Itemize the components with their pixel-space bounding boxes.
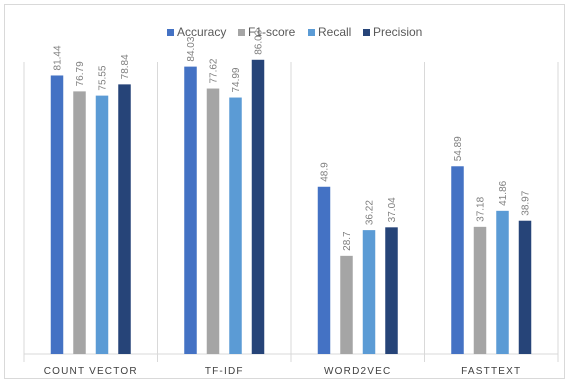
data-label-word2vec-accuracy: 48.9 — [320, 162, 331, 182]
data-label-count-vector-f1-score: 76.79 — [75, 61, 86, 86]
bar-word2vec-recall — [362, 230, 376, 354]
legend-label-recall: Recall — [318, 25, 351, 39]
bar-fasttext-recall — [496, 210, 509, 354]
data-label-fasttext-recall: 41.86 — [498, 180, 509, 205]
bar-tf-idf-f1-score — [206, 88, 220, 354]
data-label-word2vec-f1-score: 28.7 — [342, 231, 353, 251]
data-label-count-vector-accuracy: 81.44 — [53, 45, 64, 70]
bar-fasttext-precision — [518, 220, 532, 354]
data-label-fasttext-accuracy: 54.89 — [453, 136, 464, 161]
data-label-tf-idf-precision: 86.03 — [254, 29, 265, 54]
bar-count-vector-accuracy — [50, 75, 64, 355]
legend-swatch-accuracy — [167, 29, 174, 36]
bar-count-vector-recall — [95, 95, 109, 354]
bar-count-vector-precision — [118, 84, 131, 355]
bar-word2vec-f1-score — [340, 255, 353, 354]
bar-word2vec-precision — [385, 227, 398, 354]
bar-tf-idf-accuracy — [184, 66, 197, 354]
bar-fasttext-f1-score — [473, 226, 487, 354]
legend-swatch-f1-score — [238, 29, 245, 36]
legend-label-accuracy: Accuracy — [177, 25, 226, 39]
legend-label-f1-score: F1-score — [248, 25, 296, 39]
data-label-count-vector-recall: 75.55 — [98, 65, 109, 90]
x-tick-label-count-vector: COUNT VECTOR — [44, 366, 138, 377]
legend-swatch-recall — [308, 29, 315, 36]
bar-tf-idf-precision — [251, 59, 265, 354]
x-tick-label-fasttext: FASTTEXT — [461, 366, 521, 377]
bar-count-vector-f1-score — [73, 91, 86, 354]
legend-swatch-precision — [363, 29, 370, 36]
bar-tf-idf-recall — [229, 97, 242, 354]
data-label-tf-idf-accuracy: 84.03 — [186, 36, 197, 61]
data-label-word2vec-precision: 37.04 — [387, 197, 398, 222]
data-label-fasttext-f1-score: 37.18 — [476, 196, 487, 221]
data-label-tf-idf-recall: 74.99 — [231, 67, 242, 92]
x-tick-label-tf-idf: TF-IDF — [205, 366, 244, 377]
x-tick-label-word2vec: WORD2VEC — [324, 366, 391, 377]
data-label-fasttext-precision: 38.97 — [521, 190, 532, 215]
data-label-tf-idf-f1-score: 77.62 — [209, 58, 220, 83]
bar-fasttext-accuracy — [451, 166, 464, 354]
data-label-count-vector-precision: 78.84 — [120, 54, 131, 79]
bar-word2vec-accuracy — [317, 186, 331, 354]
legend-label-precision: Precision — [373, 25, 422, 39]
data-label-word2vec-recall: 36.22 — [365, 200, 376, 225]
